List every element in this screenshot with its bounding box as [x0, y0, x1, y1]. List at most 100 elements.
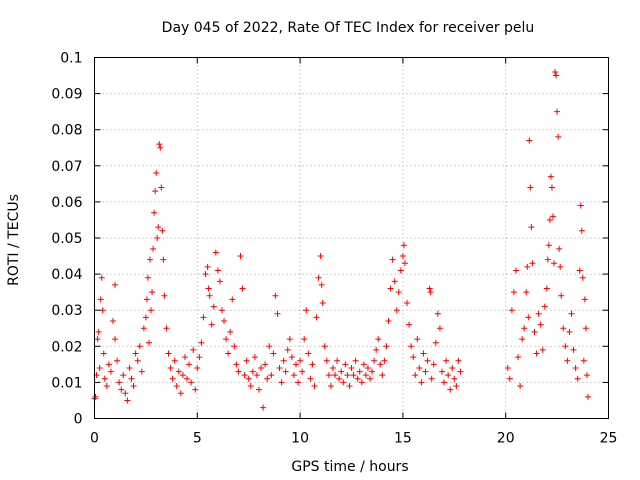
data-point [451, 375, 458, 382]
data-point [562, 343, 569, 350]
data-point [373, 346, 380, 353]
data-point [118, 386, 125, 393]
data-point [179, 372, 186, 379]
data-point [350, 372, 357, 379]
data-point [552, 68, 559, 75]
data-point [387, 285, 394, 292]
data-point [282, 368, 289, 375]
data-point [430, 361, 437, 368]
data-point [160, 256, 167, 263]
data-point [399, 253, 406, 260]
data-point [101, 375, 108, 382]
data-point [260, 404, 267, 411]
data-point [190, 346, 197, 353]
data-point [150, 245, 157, 252]
data-point [578, 227, 585, 234]
data-point [110, 318, 117, 325]
data-point [181, 354, 188, 361]
data-point [140, 325, 147, 332]
data-point [159, 227, 166, 234]
data-point [327, 383, 334, 390]
data-point [395, 289, 402, 296]
data-point [136, 343, 143, 350]
data-point [105, 361, 112, 368]
data-point [278, 379, 285, 386]
data-point [332, 372, 339, 379]
data-point [408, 343, 415, 350]
data-point [323, 357, 330, 364]
data-point [192, 386, 199, 393]
data-point [338, 368, 345, 375]
data-point [548, 184, 555, 191]
data-point [107, 368, 114, 375]
data-point [132, 350, 139, 357]
data-point [196, 354, 203, 361]
data-point [251, 354, 258, 361]
data-point [441, 379, 448, 386]
data-point [519, 336, 526, 343]
data-point [406, 321, 413, 328]
data-point [544, 256, 551, 263]
data-point [114, 357, 121, 364]
data-point [416, 364, 423, 371]
data-point [92, 393, 99, 400]
data-point [545, 242, 552, 249]
data-point [99, 307, 106, 314]
data-point [558, 292, 565, 299]
y-tick-label: 0.1 [60, 51, 82, 67]
data-point [173, 383, 180, 390]
data-point [194, 364, 201, 371]
data-point [531, 328, 538, 335]
data-point [506, 375, 513, 382]
data-point [553, 72, 560, 79]
data-point [225, 350, 232, 357]
data-point [231, 343, 238, 350]
data-point [218, 307, 225, 314]
data-point [186, 361, 193, 368]
data-point [447, 386, 454, 393]
data-point [362, 372, 369, 379]
chart-title: Day 045 of 2022, Rate Of TEC Index for r… [162, 20, 535, 36]
data-point [143, 296, 150, 303]
data-point [112, 281, 119, 288]
y-tick-label: 0.07 [51, 159, 82, 175]
data-point [379, 372, 386, 379]
y-tick-label: 0.03 [51, 303, 82, 319]
data-point [307, 375, 314, 382]
data-point [438, 368, 445, 375]
data-point [154, 235, 161, 241]
data-point [389, 256, 396, 263]
x-axis-label: GPS time / hours [291, 459, 408, 475]
y-axis-label: ROTI / TECUs [6, 194, 22, 286]
data-point [570, 346, 577, 353]
data-point [420, 350, 427, 357]
data-point [344, 372, 351, 379]
data-point [539, 346, 546, 353]
data-point [276, 364, 283, 371]
data-point [334, 357, 341, 364]
data-point [95, 328, 102, 335]
data-point [526, 137, 533, 144]
data-point [165, 350, 172, 357]
data-point [543, 285, 550, 292]
data-point [457, 368, 464, 375]
data-point [356, 368, 363, 375]
data-point [97, 296, 104, 303]
data-point [229, 296, 236, 303]
data-point [529, 260, 536, 267]
data-point [120, 372, 127, 379]
data-point [303, 307, 310, 314]
data-point [340, 379, 347, 386]
data-point [309, 361, 316, 368]
data-point [369, 368, 376, 375]
data-point [346, 383, 353, 390]
data-point [371, 357, 378, 364]
data-point [311, 383, 318, 390]
data-point [515, 354, 522, 361]
data-point [577, 202, 584, 209]
data-point [295, 379, 302, 386]
data-point [149, 289, 156, 296]
data-point [305, 350, 312, 357]
data-point [533, 350, 540, 357]
data-point [432, 339, 439, 346]
